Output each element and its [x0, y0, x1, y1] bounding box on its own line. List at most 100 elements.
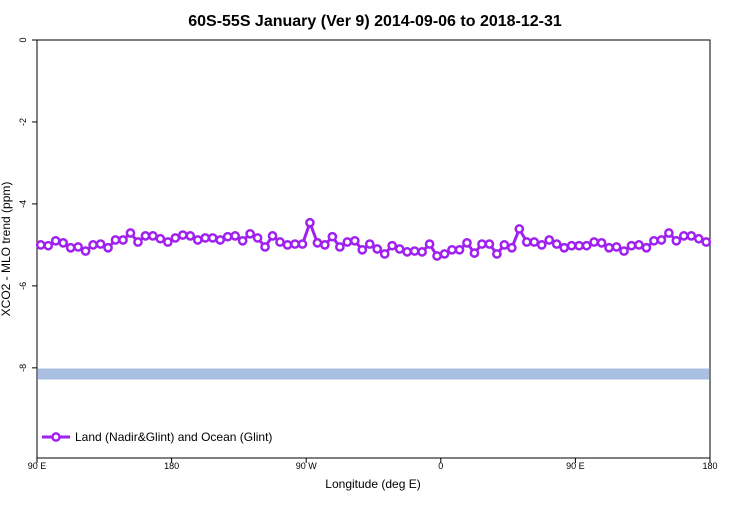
- data-point: [177, 230, 188, 240]
- data-point: [50, 235, 61, 246]
- data-point: [626, 240, 637, 251]
- data-point: [342, 237, 353, 247]
- data-point: [649, 235, 659, 246]
- plot-frame: [36, 39, 711, 459]
- legend-label: Land (Nadir&Glint) and Ocean (Glint): [75, 430, 272, 444]
- y-tick-label: -8: [18, 364, 28, 372]
- data-point: [297, 239, 308, 249]
- data-point: [454, 244, 465, 255]
- data-point: [484, 239, 495, 249]
- y-tick-label: -2: [18, 118, 28, 126]
- data-point: [335, 242, 345, 252]
- data-point: [589, 237, 599, 247]
- data-point: [140, 231, 151, 241]
- data-point: [409, 246, 420, 256]
- data-point: [693, 233, 704, 244]
- data-point: [80, 246, 91, 256]
- data-point: [604, 242, 614, 253]
- data-point: [611, 242, 622, 252]
- data-point: [499, 240, 510, 250]
- data-point: [133, 237, 143, 247]
- y-tick-label: -6: [18, 282, 28, 290]
- data-point: [35, 240, 46, 250]
- data-point: [686, 231, 697, 241]
- data-point: [574, 240, 584, 251]
- data-point: [529, 237, 540, 247]
- data-point: [559, 242, 570, 253]
- data-point: [125, 228, 136, 238]
- data-point: [477, 239, 487, 249]
- data-point: [245, 228, 255, 239]
- y-tick-label: -4: [18, 200, 28, 208]
- data-point: [222, 231, 233, 242]
- data-point: [43, 240, 54, 251]
- data-point: [432, 251, 442, 261]
- data-point: [402, 247, 412, 257]
- x-axis-label: Longitude (deg E): [325, 477, 420, 491]
- data-point: [349, 235, 360, 246]
- data-point: [252, 233, 263, 243]
- data-point: [65, 242, 76, 253]
- data-point: [148, 231, 158, 241]
- data-point: [192, 235, 203, 245]
- data-point: [544, 235, 555, 245]
- data-point: [634, 240, 644, 250]
- data-point: [521, 237, 532, 247]
- data-point: [290, 239, 300, 249]
- data-point: [506, 242, 517, 253]
- x-tick-label: 90 E: [566, 461, 585, 471]
- data-point: [320, 240, 330, 250]
- data-point: [664, 228, 674, 238]
- data-point: [566, 240, 577, 251]
- y-tick-label: 0: [18, 37, 28, 42]
- data-point: [305, 217, 315, 228]
- data-point: [619, 246, 629, 256]
- data-point: [103, 242, 113, 253]
- y-axis-label: XCO2 - MLO trend (ppm): [0, 182, 13, 317]
- data-point: [155, 233, 166, 244]
- data-point: [267, 231, 278, 241]
- data-point: [394, 244, 405, 254]
- data-point: [379, 249, 390, 259]
- x-tick-label: 180: [164, 461, 179, 471]
- data-point: [671, 235, 682, 246]
- data-point: [73, 242, 83, 252]
- x-tick-label: 180: [702, 461, 717, 471]
- data-point: [364, 239, 375, 249]
- data-point: [387, 240, 398, 251]
- data-point: [282, 240, 293, 250]
- data-point: [701, 237, 712, 247]
- chart-title: 60S-55S January (Ver 9) 2014-09-06 to 20…: [188, 13, 562, 30]
- data-point: [275, 237, 285, 247]
- data-point: [514, 224, 525, 234]
- data-point: [447, 244, 457, 255]
- data-point: [230, 231, 241, 241]
- data-point: [581, 240, 592, 251]
- data-point: [492, 249, 502, 259]
- x-tick-label: 90 E: [28, 461, 47, 471]
- data-point: [185, 231, 196, 241]
- legend-entry: Land (Nadir&Glint) and Ocean (Glint): [42, 430, 272, 444]
- data-point: [207, 233, 218, 243]
- data-point: [88, 240, 98, 250]
- legend-marker: [51, 432, 61, 442]
- data-point: [200, 233, 211, 243]
- data-point: [312, 238, 323, 248]
- data-point: [417, 247, 427, 257]
- data-point: [260, 242, 270, 252]
- data-point: [641, 242, 652, 253]
- data-point: [462, 238, 472, 248]
- data-point: [678, 231, 689, 241]
- data-point: [163, 237, 173, 247]
- data-point: [372, 244, 383, 254]
- data-point: [170, 233, 181, 243]
- data-point: [58, 238, 69, 248]
- data-point: [237, 235, 248, 246]
- data-point: [357, 244, 368, 255]
- x-tick-label: 90 W: [296, 461, 318, 471]
- data-point: [469, 248, 480, 258]
- data-point: [327, 231, 338, 242]
- data-point: [596, 238, 607, 248]
- data-point: [215, 235, 226, 245]
